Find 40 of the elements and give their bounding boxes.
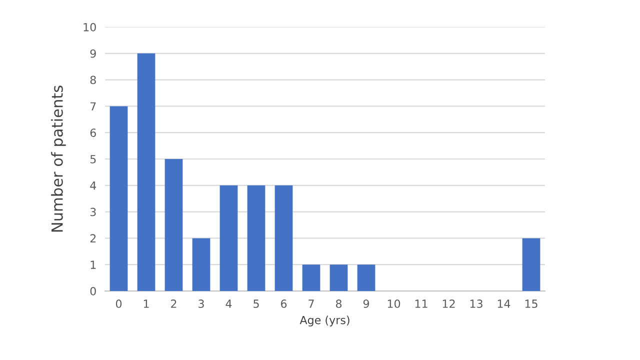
bar	[302, 264, 320, 291]
x-tick-label: 5	[254, 300, 259, 308]
bar	[192, 238, 210, 291]
x-tick-label: 3	[198, 300, 204, 308]
x-tick-label: 9	[363, 300, 370, 308]
y-tick-label: 1	[90, 260, 96, 269]
bar	[330, 264, 348, 291]
x-tick-label: 0	[116, 300, 122, 308]
y-tick-label: 10	[84, 22, 96, 32]
x-tick-label: 11	[415, 300, 428, 308]
bar	[110, 106, 128, 291]
y-tick-label: 6	[90, 128, 96, 137]
bar	[357, 264, 376, 291]
bar	[274, 185, 293, 291]
bar	[522, 238, 540, 291]
y-tick-label: 9	[90, 49, 96, 58]
y-tick-label: 3	[90, 208, 96, 216]
x-tick-label: 7	[308, 300, 314, 308]
x-tick-label: 8	[336, 300, 342, 308]
y-axis-title: Number of patients	[51, 86, 66, 232]
y-tick-label: 8	[90, 76, 96, 84]
x-tick-label: 14	[498, 300, 510, 308]
x-tick-label: 2	[171, 300, 176, 308]
y-tick-label: 2	[90, 234, 96, 242]
bar	[247, 185, 266, 291]
y-tick-label: 5	[90, 155, 96, 164]
x-tick-label: 1	[144, 300, 149, 308]
y-tick-label: 0	[90, 286, 96, 296]
x-tick-label: 4	[226, 300, 232, 308]
x-tick-label: 10	[388, 300, 400, 308]
x-tick-label: 15	[525, 300, 538, 308]
bar	[220, 185, 238, 291]
y-tick-label: 4	[90, 182, 96, 190]
x-tick-label: 6	[280, 300, 287, 308]
y-tick-label: 7	[90, 102, 96, 110]
x-tick-label: 13	[470, 300, 482, 308]
bar	[164, 159, 183, 291]
x-axis-title: Age (yrs)	[300, 316, 350, 326]
bar	[137, 53, 156, 291]
x-tick-label: 12	[442, 300, 455, 308]
